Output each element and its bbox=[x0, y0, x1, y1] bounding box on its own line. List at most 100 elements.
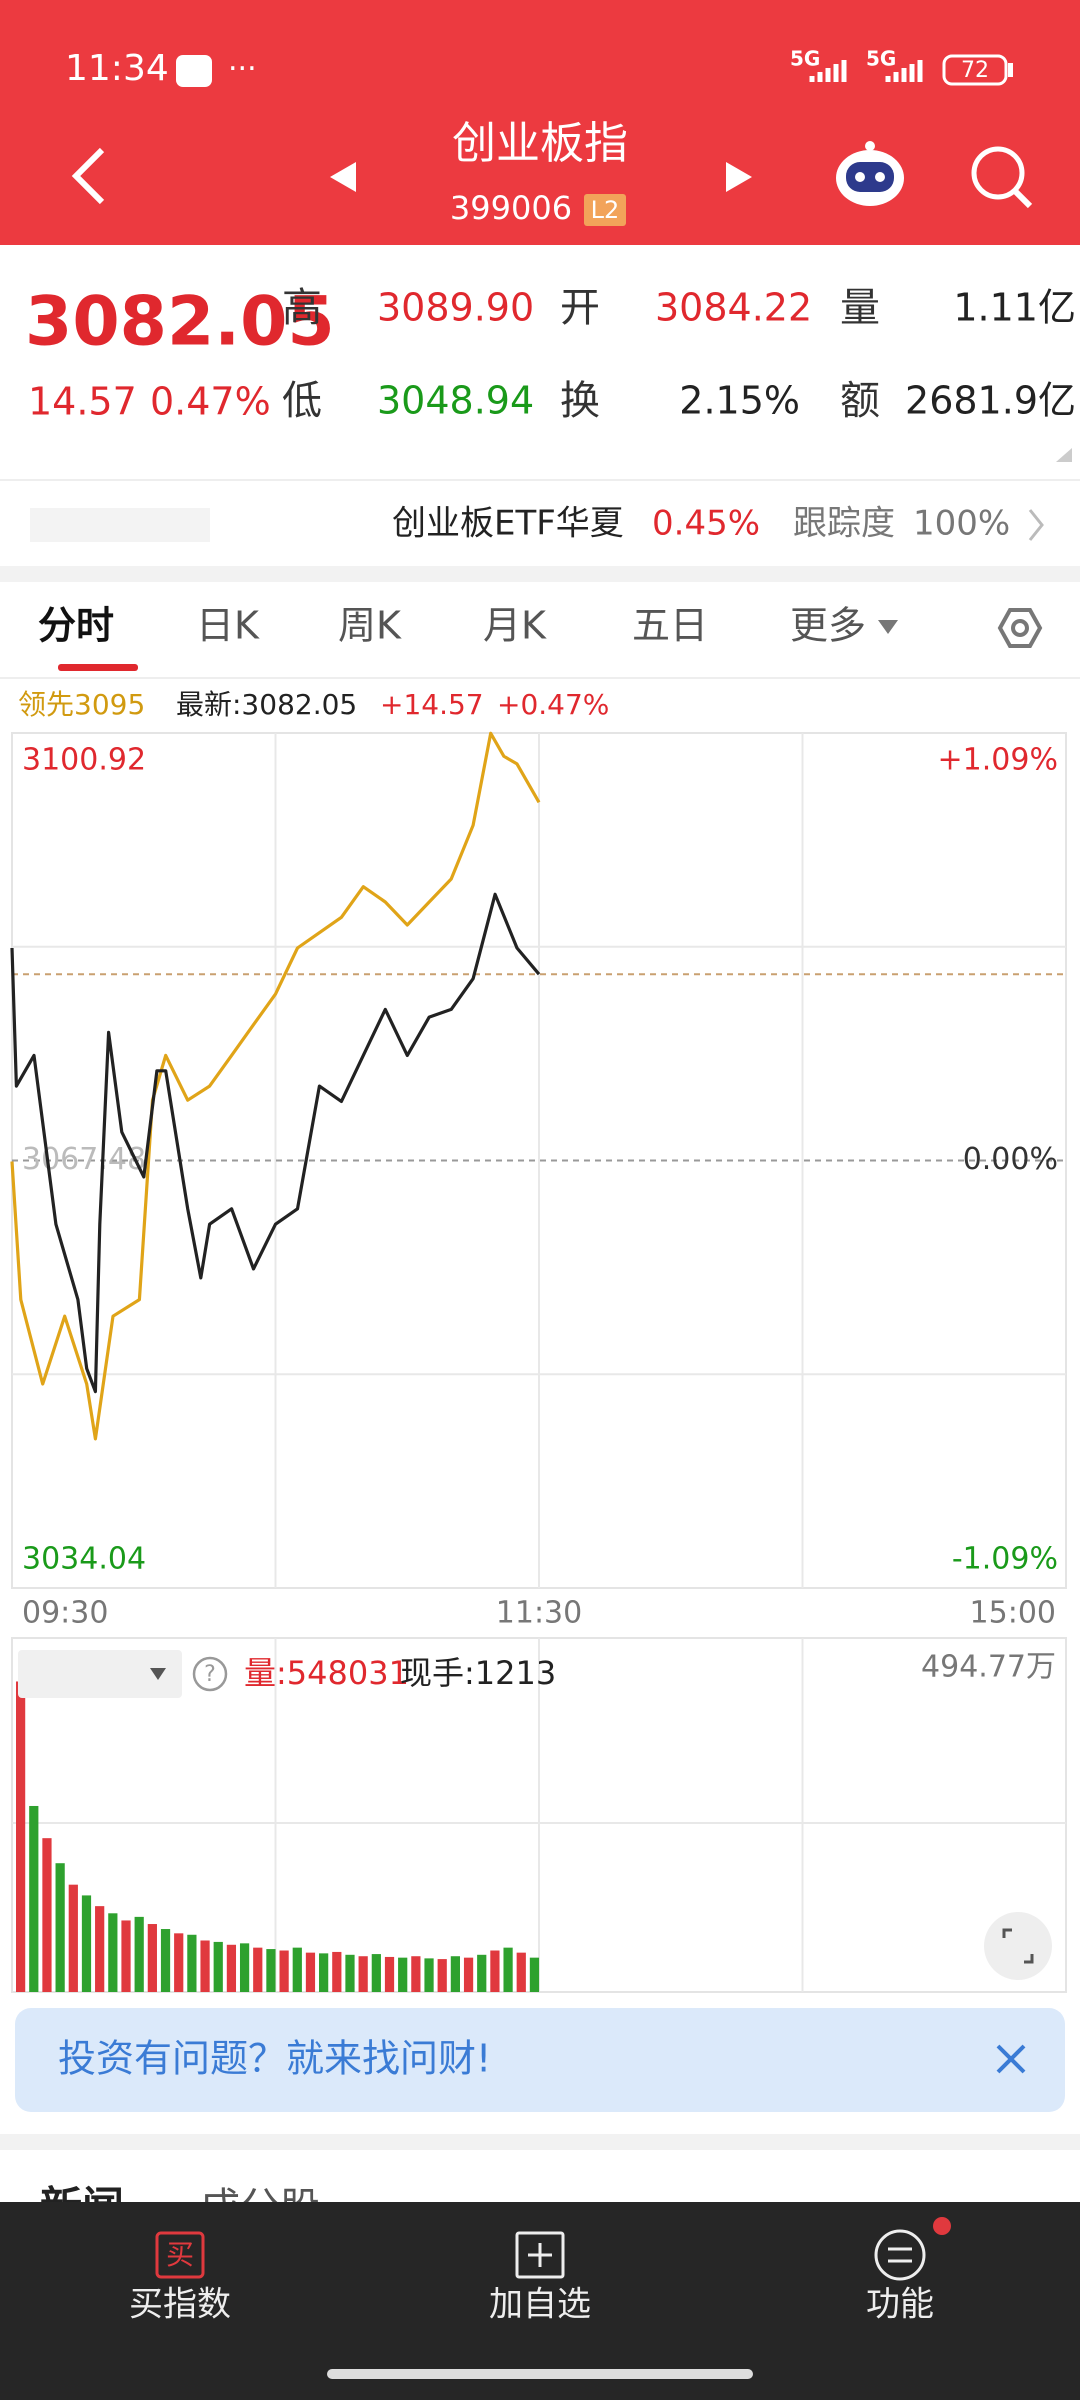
y2-tick-label: +1.09% bbox=[938, 743, 1058, 778]
y2-tick-label: -1.09% bbox=[952, 1542, 1058, 1577]
volume-bar bbox=[477, 1954, 487, 1992]
tabs: 分时 日K 周K 月K 五日 更多 bbox=[38, 604, 866, 648]
volume-bar bbox=[463, 1957, 474, 1992]
help-icon[interactable] bbox=[192, 1656, 228, 1692]
nav-buy[interactable]: 买指数 bbox=[129, 2285, 231, 2325]
volume-bar bbox=[384, 1956, 395, 1992]
volume-bar bbox=[213, 1941, 223, 1992]
search-button[interactable] bbox=[971, 146, 1033, 209]
expand-corner bbox=[1056, 448, 1072, 462]
robot-button[interactable] bbox=[836, 141, 904, 206]
low-label: 低 bbox=[282, 378, 322, 424]
search-handle bbox=[1012, 188, 1033, 209]
x-tick-label: 09:30 bbox=[22, 1596, 108, 1631]
volume-bar bbox=[358, 1956, 368, 1992]
status-time: 11:34 bbox=[65, 48, 169, 89]
fullscreen-icon bbox=[1002, 1928, 1034, 1964]
amount-label: 额 bbox=[840, 378, 880, 424]
nav-title: 创业板指 bbox=[452, 118, 628, 169]
volume-bar bbox=[332, 1951, 342, 1992]
section-gap bbox=[0, 566, 1080, 582]
banner-close[interactable] bbox=[996, 2044, 1026, 2074]
tab[interactable]: 五日 bbox=[632, 604, 708, 648]
change: 14.57 bbox=[28, 380, 137, 424]
volume-bar bbox=[147, 1924, 157, 1992]
y-tick-label: 3067.48 bbox=[22, 1142, 146, 1177]
robot-face bbox=[846, 162, 894, 192]
add-icon-frame bbox=[515, 2231, 565, 2279]
last-price: 3082.05 bbox=[25, 283, 335, 362]
settings-button[interactable] bbox=[997, 608, 1043, 648]
search-ring bbox=[971, 146, 1025, 200]
y-tick-label: 494.77万 bbox=[921, 1650, 1056, 1685]
volume-bar bbox=[305, 1952, 316, 1992]
volume-bar bbox=[503, 1947, 513, 1992]
tab[interactable]: 日K bbox=[196, 604, 260, 648]
nav-add[interactable]: 加自选 bbox=[489, 2285, 591, 2325]
volume-bar bbox=[424, 1958, 434, 1992]
open: 3084.22 bbox=[655, 286, 812, 330]
amount: 2681.9亿 bbox=[905, 379, 1076, 423]
volume-bar bbox=[450, 1956, 460, 1992]
price-line bbox=[10, 731, 541, 1441]
signal-bars bbox=[885, 60, 923, 82]
volume-bar bbox=[266, 1949, 276, 1992]
volume-bar bbox=[200, 1940, 210, 1992]
back-button[interactable] bbox=[71, 147, 105, 205]
volume-bar bbox=[226, 1944, 237, 1992]
volume-bar bbox=[253, 1947, 263, 1992]
x-tick-label: 11:30 bbox=[496, 1596, 582, 1631]
volume-caret bbox=[150, 1668, 166, 1680]
battery-tip bbox=[1008, 63, 1013, 77]
y2-tick-label: 0.00% bbox=[963, 1142, 1058, 1177]
more-caret bbox=[878, 620, 898, 634]
signal-bars bbox=[809, 60, 847, 82]
volume: 1.11亿 bbox=[953, 286, 1076, 330]
volume-bar bbox=[371, 1954, 381, 1992]
prev-index[interactable] bbox=[330, 162, 356, 192]
buy-icon-frame bbox=[155, 2231, 205, 2279]
open-label: 开 bbox=[560, 285, 600, 331]
volume-bar bbox=[68, 1884, 78, 1992]
signal-1: 5G bbox=[790, 47, 820, 71]
volume-bar bbox=[134, 1916, 144, 1992]
volume-bar bbox=[411, 1956, 421, 1992]
blurred-ticker bbox=[30, 508, 210, 542]
func-icon bbox=[874, 2229, 926, 2281]
settings-hex bbox=[997, 608, 1043, 648]
volume-bar bbox=[29, 1805, 39, 1992]
etf-name[interactable]: 创业板ETF华夏 bbox=[392, 504, 624, 544]
fullscreen-button[interactable] bbox=[984, 1912, 1052, 1980]
battery-level: 72 bbox=[961, 58, 989, 83]
price-line bbox=[10, 892, 541, 1394]
volume-bar bbox=[121, 1920, 131, 1992]
index-code: 399006 bbox=[450, 189, 572, 227]
etf-change: 0.45% bbox=[652, 504, 760, 544]
tab[interactable]: 月K bbox=[483, 604, 547, 648]
volume-selector-bg[interactable] bbox=[18, 1650, 182, 1698]
section-gap bbox=[0, 2134, 1080, 2150]
low: 3048.94 bbox=[377, 379, 534, 423]
volume-bar bbox=[319, 1953, 329, 1992]
next-index[interactable] bbox=[726, 162, 752, 192]
volume-bar bbox=[95, 1906, 105, 1992]
robot-antenna bbox=[865, 141, 875, 151]
tab[interactable]: 分时 bbox=[38, 604, 114, 648]
nav-func[interactable]: 功能 bbox=[866, 2285, 934, 2325]
tab-underline bbox=[58, 664, 138, 671]
volume-bar bbox=[292, 1947, 302, 1992]
tab[interactable]: 更多 bbox=[790, 604, 866, 648]
volume-bar bbox=[174, 1933, 184, 1992]
func-icon-lines bbox=[888, 2247, 912, 2263]
charts: 3034.04 3067.48 3100.92 -1.09% 0.00% +1.09% 09… bbox=[10, 688, 1067, 1993]
volume-bar bbox=[16, 1681, 26, 1992]
volume-bar bbox=[108, 1913, 118, 1992]
turnover-label: 换 bbox=[560, 378, 600, 424]
tab[interactable]: 周K bbox=[338, 604, 402, 648]
volume-annotation: 现手:1213 bbox=[400, 1654, 556, 1692]
help-mark: ? bbox=[204, 1662, 216, 1687]
banner-bg[interactable] bbox=[15, 2008, 1065, 2112]
tracking: 100% bbox=[913, 504, 1010, 544]
volume-label: 量 bbox=[840, 285, 880, 331]
